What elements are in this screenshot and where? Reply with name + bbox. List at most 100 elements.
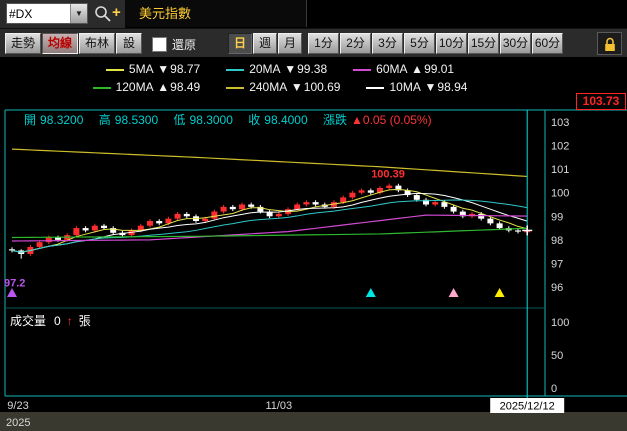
change-label: 漲跌	[323, 113, 348, 127]
candle-body[interactable]	[82, 228, 89, 231]
candle-body[interactable]	[229, 206, 236, 210]
bottom-status-bar	[0, 412, 627, 431]
search-icon[interactable]	[94, 5, 112, 23]
candle-body[interactable]	[450, 206, 457, 212]
price-axis-tick: 103	[551, 117, 569, 129]
candle-body[interactable]	[367, 190, 374, 193]
interval-3min-button[interactable]: 3分	[372, 33, 403, 54]
price-axis-tick: 98	[551, 235, 563, 247]
candle-body[interactable]	[377, 187, 383, 193]
interval-10min-button[interactable]: 10分	[436, 33, 467, 54]
chevron-down-icon[interactable]: ▼	[70, 4, 87, 23]
candle-body[interactable]	[413, 195, 420, 200]
price-axis-tick: 97	[551, 258, 563, 270]
candle-body[interactable]	[45, 237, 52, 243]
candle-body[interactable]	[55, 237, 61, 240]
ma-line-120MA	[11, 227, 528, 239]
candle-body[interactable]	[340, 197, 347, 203]
ma-name: 240MA	[249, 80, 287, 94]
settings-button[interactable]: 設	[116, 33, 142, 54]
mode-bollinger-button[interactable]: 布林	[79, 33, 115, 54]
close-label: 收	[248, 113, 261, 127]
candle-body[interactable]	[91, 225, 98, 231]
candle-body[interactable]	[275, 213, 282, 217]
ma-arrow: ▼	[157, 62, 170, 76]
ma-line-5MA	[11, 188, 528, 253]
candle-body[interactable]	[423, 199, 429, 205]
candlestick-chart[interactable]: 2025 103 102 101 100 99 98 97 96 100 50 0 9/23 11/03 2…	[0, 108, 627, 431]
top-bar: ▼ + 美元指數	[0, 0, 627, 28]
ma-legend-item-240ma: 240MA ▼100.69	[226, 80, 340, 94]
candle-body[interactable]	[404, 190, 411, 196]
open-label: 開	[24, 113, 37, 127]
candle-body[interactable]	[395, 185, 402, 191]
volume-axis-tick: 50	[551, 350, 563, 362]
interval-30min-button[interactable]: 30分	[500, 33, 531, 54]
candle-body[interactable]	[496, 223, 503, 229]
lock-icon[interactable]	[597, 32, 622, 55]
symbol-input[interactable]	[9, 5, 69, 22]
candle-body[interactable]	[9, 249, 15, 251]
candle-body[interactable]	[349, 192, 356, 198]
ma-color-swatch	[226, 68, 245, 71]
candle-body[interactable]	[174, 213, 181, 219]
candle-body[interactable]	[515, 230, 521, 232]
symbol-combo[interactable]: ▼	[6, 3, 88, 24]
restore-checkbox[interactable]	[152, 37, 167, 52]
candle-body[interactable]	[220, 206, 227, 212]
candle-body[interactable]	[156, 220, 163, 224]
candle-body[interactable]	[183, 213, 190, 217]
period-week-button[interactable]: 週	[253, 33, 277, 54]
candle-body[interactable]	[147, 220, 153, 226]
high-label: 高	[98, 113, 111, 127]
candle-body[interactable]	[478, 213, 485, 219]
price-axis-tick: 100	[551, 188, 569, 200]
signal-marker-triangle-up	[494, 288, 505, 297]
ma-legend-item-120ma: 120MA ▲98.49	[92, 80, 200, 94]
interval-15min-button[interactable]: 15分	[468, 33, 499, 54]
candle-body[interactable]	[73, 228, 80, 236]
tab-usd-index[interactable]: 美元指數	[125, 0, 307, 27]
candle-body[interactable]	[358, 190, 365, 193]
candle-body[interactable]	[137, 225, 144, 231]
candle-body[interactable]	[36, 242, 43, 247]
candle-body[interactable]	[110, 228, 117, 233]
interval-1min-button[interactable]: 1分	[308, 33, 339, 54]
candle-body[interactable]	[441, 202, 448, 207]
mode-ma-button[interactable]: 均線	[42, 33, 78, 54]
candle-body[interactable]	[266, 211, 273, 217]
candle-body[interactable]	[257, 206, 264, 212]
ma-color-swatch	[105, 68, 124, 71]
ma-arrow: ▼	[424, 80, 437, 94]
candle-body[interactable]	[165, 218, 172, 224]
candle-body[interactable]	[202, 218, 209, 221]
candle-body[interactable]	[386, 185, 393, 188]
candle-body[interactable]	[211, 211, 218, 219]
candle-body[interactable]	[432, 202, 439, 205]
mode-trend-button[interactable]: 走勢	[5, 33, 41, 54]
ma-color-swatch	[226, 86, 245, 89]
period-day-button[interactable]: 日	[228, 33, 252, 54]
price-axis-tick: 101	[551, 164, 569, 176]
period-month-button[interactable]: 月	[278, 33, 302, 54]
ma-arrow: ▼	[290, 80, 303, 94]
ma-legend-row-2: 120MA ▲98.49 240MA ▼100.69 10MA ▼98.94	[0, 78, 560, 96]
add-symbol-icon[interactable]: +	[112, 4, 121, 21]
ma-value: 98.77	[170, 62, 201, 76]
candle-body[interactable]	[294, 204, 301, 210]
ma-line-20MA	[11, 199, 528, 253]
volume-axis-tick: 100	[551, 317, 569, 329]
interval-60min-button[interactable]: 60分	[532, 33, 563, 54]
candle-body[interactable]	[312, 202, 319, 205]
candle-body[interactable]	[248, 204, 255, 207]
candle-body[interactable]	[487, 218, 494, 224]
interval-5min-button[interactable]: 5分	[404, 33, 435, 54]
crosshair-date-label: 2025/12/12	[500, 401, 555, 413]
candle-body[interactable]	[459, 211, 466, 217]
candle-body[interactable]	[303, 202, 310, 205]
candle-body[interactable]	[101, 225, 107, 229]
ma-name: 120MA	[115, 80, 153, 94]
candle-body[interactable]	[239, 204, 245, 210]
interval-2min-button[interactable]: 2分	[340, 33, 371, 54]
